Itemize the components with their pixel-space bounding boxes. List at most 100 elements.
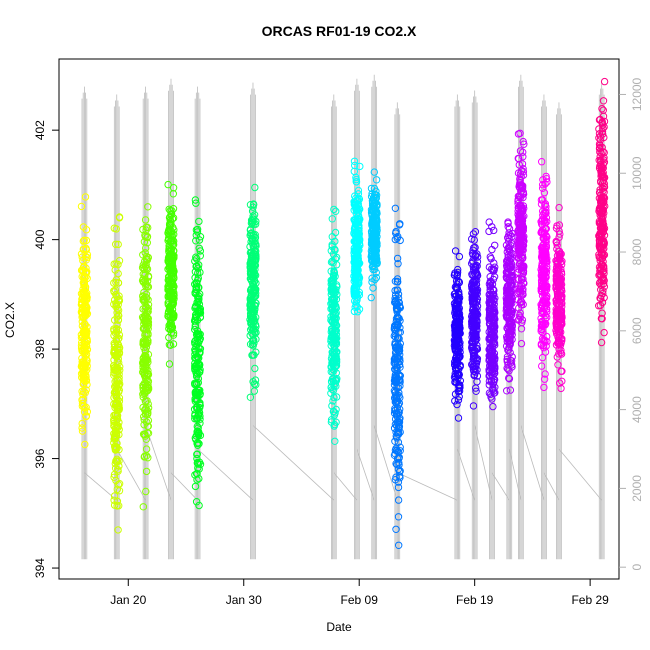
data-point bbox=[114, 311, 123, 320]
data-point bbox=[372, 251, 380, 259]
data-point bbox=[142, 244, 150, 252]
data-point bbox=[248, 340, 257, 349]
data-point bbox=[144, 223, 152, 232]
transit-path bbox=[116, 448, 146, 501]
data-point bbox=[468, 312, 476, 321]
data-point bbox=[372, 191, 381, 199]
chart-title: ORCAS RF01-19 CO2.X bbox=[262, 23, 417, 39]
data-point bbox=[141, 216, 150, 224]
data-point bbox=[83, 408, 92, 416]
data-point bbox=[144, 321, 153, 329]
data-point bbox=[473, 290, 481, 298]
data-point bbox=[352, 283, 361, 291]
data-point bbox=[328, 385, 336, 394]
data-point bbox=[139, 225, 147, 234]
data-point bbox=[502, 304, 511, 312]
data-point bbox=[193, 298, 201, 307]
data-point bbox=[542, 269, 550, 277]
data-point bbox=[520, 212, 528, 220]
data-point bbox=[249, 212, 257, 220]
y-tick-label: 396 bbox=[33, 448, 47, 468]
data-point bbox=[142, 325, 151, 334]
data-point bbox=[193, 469, 201, 478]
data-point bbox=[246, 248, 255, 257]
x-axis-label: Date bbox=[326, 620, 352, 634]
data-point bbox=[485, 316, 494, 324]
data-point bbox=[82, 236, 91, 245]
data-point bbox=[395, 335, 403, 343]
data-point bbox=[395, 221, 404, 229]
data-point bbox=[395, 468, 404, 476]
data-point bbox=[192, 498, 201, 506]
data-point bbox=[505, 234, 513, 243]
data-point bbox=[557, 384, 565, 393]
data-point bbox=[110, 300, 118, 308]
data-point bbox=[506, 231, 514, 239]
data-point bbox=[519, 289, 527, 298]
data-point bbox=[193, 388, 202, 397]
data-point bbox=[327, 267, 335, 275]
data-point bbox=[195, 386, 203, 395]
data-point bbox=[113, 497, 122, 505]
data-point bbox=[192, 226, 201, 234]
data-point bbox=[600, 123, 608, 131]
data-point bbox=[250, 211, 259, 219]
data-point bbox=[519, 233, 527, 241]
data-point bbox=[504, 365, 512, 373]
data-point bbox=[110, 470, 119, 479]
data-point bbox=[597, 338, 606, 347]
data-point bbox=[505, 257, 513, 265]
data-point bbox=[598, 196, 607, 204]
data-point bbox=[517, 247, 525, 255]
data-point bbox=[600, 328, 608, 337]
transit-path bbox=[197, 448, 254, 501]
data-point bbox=[327, 335, 335, 343]
data-point bbox=[192, 199, 200, 207]
data-point bbox=[514, 130, 523, 138]
data-point bbox=[473, 378, 481, 386]
data-point bbox=[191, 321, 200, 330]
y-axis: 394 396 398 400 402 bbox=[33, 120, 59, 578]
data-point bbox=[115, 394, 124, 402]
y2-tick-label: 0 bbox=[630, 564, 644, 571]
data-point bbox=[140, 379, 149, 387]
data-point bbox=[598, 222, 607, 231]
data-point bbox=[451, 323, 459, 332]
data-point bbox=[371, 228, 380, 237]
data-point bbox=[143, 383, 151, 391]
data-point bbox=[468, 346, 477, 355]
data-point bbox=[471, 277, 479, 285]
data-point bbox=[537, 218, 545, 226]
data-point bbox=[487, 278, 495, 286]
data-point bbox=[191, 412, 199, 420]
data-point bbox=[110, 496, 118, 504]
data-point bbox=[249, 200, 258, 208]
data-point bbox=[514, 169, 523, 177]
data-point bbox=[113, 364, 122, 372]
data-point bbox=[170, 291, 178, 299]
data-point bbox=[329, 386, 338, 394]
data-point bbox=[192, 253, 200, 261]
data-point bbox=[541, 336, 549, 344]
data-point bbox=[538, 353, 547, 362]
data-point bbox=[194, 441, 202, 449]
data-point bbox=[600, 182, 608, 191]
data-point bbox=[393, 275, 402, 283]
data-point bbox=[78, 322, 87, 330]
data-point bbox=[251, 376, 260, 384]
data-point bbox=[508, 321, 516, 329]
data-point bbox=[165, 360, 174, 368]
data-point bbox=[542, 250, 550, 259]
data-point bbox=[469, 293, 477, 302]
data-point bbox=[542, 284, 551, 292]
data-point bbox=[328, 276, 337, 284]
data-point bbox=[597, 167, 605, 176]
data-point bbox=[471, 228, 480, 236]
data-point bbox=[539, 184, 547, 193]
data-point bbox=[144, 203, 152, 211]
data-point bbox=[558, 367, 566, 375]
data-point bbox=[454, 371, 462, 380]
data-point bbox=[139, 295, 147, 304]
data-point bbox=[595, 125, 603, 133]
data-point bbox=[139, 393, 147, 401]
